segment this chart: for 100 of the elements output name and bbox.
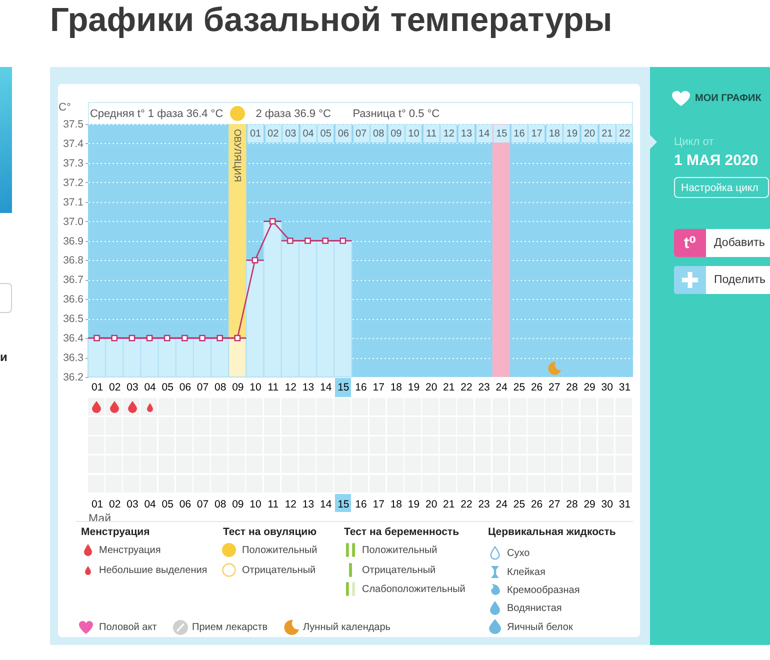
text: 09 bbox=[232, 498, 244, 510]
category-label: 13 bbox=[302, 498, 314, 510]
x-tick-label: 19 bbox=[408, 382, 420, 394]
text: 24 bbox=[496, 498, 508, 510]
category-label: 15 bbox=[338, 498, 350, 510]
x-tick-label: 18 bbox=[390, 382, 402, 394]
category-label: 30 bbox=[601, 498, 613, 510]
x2-tick-label: 10 bbox=[408, 128, 420, 140]
x-tick-label: 24 bbox=[496, 382, 508, 394]
x2-tick-label: 22 bbox=[619, 128, 631, 140]
text: Слабоположительный bbox=[362, 582, 466, 596]
y-tick-label: 36.7 bbox=[63, 274, 84, 286]
x-tick-label: 06 bbox=[179, 382, 192, 394]
x-tick-label: 20 bbox=[425, 382, 438, 394]
y-tick-label: 37.5 bbox=[63, 118, 84, 130]
text: Половой акт bbox=[99, 621, 157, 634]
x-tick-label: 22 bbox=[460, 382, 472, 394]
text: Водянистая bbox=[507, 602, 562, 614]
text: Тест на овуляцию bbox=[223, 525, 317, 539]
x2-tick-label: 02 bbox=[268, 128, 280, 140]
text: Цервикальная жидкость bbox=[488, 525, 616, 539]
x-tick-label: 29 bbox=[584, 382, 596, 394]
x2-tick-label: 15 bbox=[496, 128, 508, 140]
text: 2 фаза 36.9 °C bbox=[256, 106, 331, 120]
x-tick-label: 09 bbox=[232, 382, 244, 394]
category-label: 02 bbox=[109, 498, 121, 510]
y-tick-label: 36.5 bbox=[63, 313, 84, 326]
x2-tick-label: 04 bbox=[302, 128, 314, 140]
x2-tick-label: 12 bbox=[443, 128, 455, 140]
category-label: 29 bbox=[584, 498, 596, 510]
category-label: 25 bbox=[513, 498, 526, 510]
button: t⁰ Добавить bbox=[674, 229, 770, 257]
category-label: 06 bbox=[179, 498, 192, 510]
x2-tick-label: 14 bbox=[478, 128, 490, 140]
x-tick-label: 25 bbox=[513, 382, 526, 394]
x-tick-label: 27 bbox=[548, 382, 560, 394]
category-label: 20 bbox=[425, 498, 438, 510]
x-tick-label: 13 bbox=[302, 382, 314, 394]
y-tick-label: 37.3 bbox=[63, 157, 84, 170]
x-tick-label: 15 bbox=[338, 382, 350, 394]
category-label: 14 bbox=[320, 498, 332, 510]
text: Средняя t° 1 фаза 36.4 °C bbox=[88, 106, 224, 120]
y-tick-label: 36.6 bbox=[63, 294, 84, 306]
x2-tick-label: 11 bbox=[426, 128, 437, 140]
y-tick-label: 36.4 bbox=[63, 332, 84, 345]
x-tick-label: 01 bbox=[91, 382, 104, 394]
x2-tick-label: 07 bbox=[355, 128, 367, 140]
category-label: 10 bbox=[250, 498, 262, 510]
x-tick-label: 17 bbox=[372, 382, 385, 394]
x2-tick-label: 08 bbox=[373, 128, 385, 140]
category-label: 17 bbox=[372, 498, 384, 510]
text: Тест на беременность bbox=[344, 525, 460, 539]
category-label: 18 bbox=[390, 498, 402, 510]
category-label: 05 bbox=[162, 498, 174, 510]
category-label: 01 bbox=[91, 498, 104, 510]
x2-tick-label: 19 bbox=[566, 128, 578, 140]
button: Настройка цикл bbox=[674, 177, 769, 198]
category-label: 07 bbox=[196, 498, 209, 510]
x2-tick-label: 01 bbox=[250, 128, 262, 140]
y-tick-label: 36.2 bbox=[63, 372, 84, 384]
x2-tick-label: 18 bbox=[548, 128, 560, 140]
x-tick-label: 04 bbox=[144, 382, 156, 394]
y-tick-label: 36.9 bbox=[63, 235, 84, 248]
x2-tick-label: 17 bbox=[531, 128, 543, 140]
category-label: 12 bbox=[284, 498, 297, 510]
text: Положительный bbox=[242, 544, 318, 556]
category-label: 16 bbox=[355, 498, 367, 510]
x-tick-label: 31 bbox=[618, 382, 631, 394]
x2-tick-label: 13 bbox=[460, 128, 472, 140]
text: Разница t° 0.5 °C bbox=[352, 106, 440, 120]
text: Сухо bbox=[507, 546, 530, 560]
band-label: ОВУЛЯЦИЯ bbox=[231, 129, 242, 182]
x2-tick-label: 06 bbox=[338, 128, 350, 140]
category-label: 22 bbox=[460, 498, 472, 510]
category-label: 27 bbox=[548, 498, 560, 510]
y-tick-label: 36.8 bbox=[63, 254, 84, 267]
x2-tick-label: 20 bbox=[584, 128, 596, 140]
category-label: 23 bbox=[478, 498, 490, 510]
category-label: 03 bbox=[126, 498, 138, 510]
x-tick-label: 03 bbox=[126, 382, 138, 394]
x-tick-label: 30 bbox=[601, 382, 614, 394]
y-tick-label: 37.0 bbox=[63, 216, 84, 228]
text: Клейкая bbox=[507, 566, 546, 578]
y-tick-label: 36.3 bbox=[63, 352, 84, 364]
y-tick-label: 37.4 bbox=[63, 138, 84, 150]
text: Небольшие выделения bbox=[99, 564, 208, 576]
x2-tick-label: 05 bbox=[320, 128, 332, 140]
x-tick-label: 11 bbox=[268, 382, 279, 394]
text: Положительный bbox=[362, 544, 438, 556]
x-tick-label: 23 bbox=[478, 382, 490, 394]
button: Поделить bbox=[674, 266, 770, 294]
text: Прием лекарств bbox=[192, 621, 268, 634]
text: Цикл от bbox=[674, 135, 714, 149]
category-label: 11 bbox=[268, 498, 279, 510]
text: 1 МАЯ 2020 bbox=[674, 151, 758, 171]
text: и bbox=[0, 349, 8, 365]
x2-tick-label: 21 bbox=[602, 128, 614, 140]
y-axis-title: C° bbox=[58, 102, 71, 114]
text: МОИ ГРАФИК bbox=[695, 92, 762, 105]
text: Яичный белок bbox=[507, 620, 573, 634]
